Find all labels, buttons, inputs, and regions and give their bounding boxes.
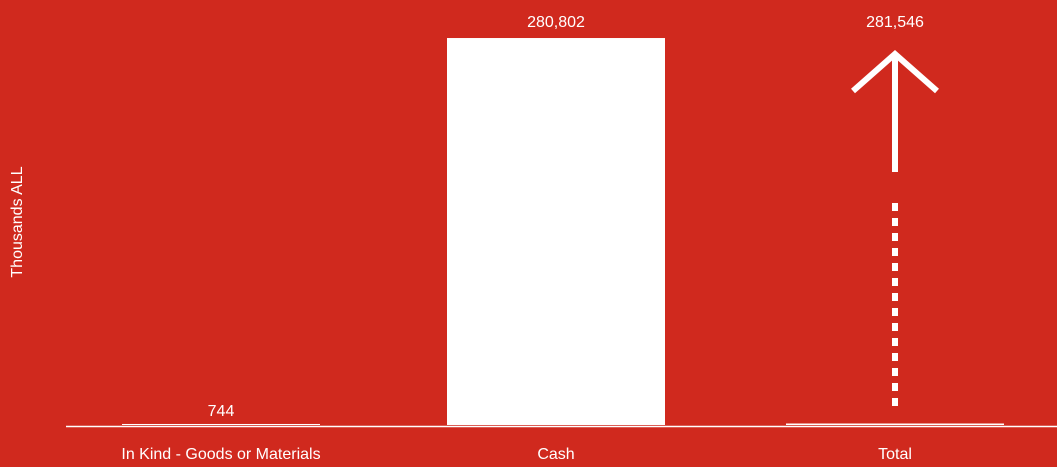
x-tick-label-in-kind-goods-or-materials: In Kind - Goods or Materials <box>121 446 320 463</box>
bar-total-base <box>786 423 1004 425</box>
value-label-total: 281,546 <box>866 14 924 31</box>
total-arrow-head <box>851 50 939 94</box>
bar-in-kind-goods-or-materials <box>122 423 320 425</box>
x-tick-label-total: Total <box>878 446 912 463</box>
x-tick-label-cash: Cash <box>537 446 574 463</box>
value-label-cash: 280,802 <box>527 14 585 31</box>
y-axis-label: Thousands ALL <box>9 166 26 277</box>
bar-cash <box>447 38 665 426</box>
value-label-in-kind-goods-or-materials: 744 <box>208 403 235 420</box>
